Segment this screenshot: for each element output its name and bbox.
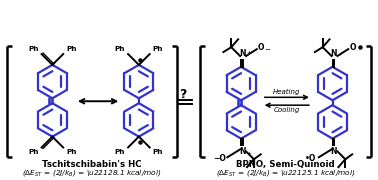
Text: Ph: Ph [115,149,125,155]
Text: BPNO, Semi-Quinoid: BPNO, Semi-Quinoid [236,160,335,169]
Text: O: O [349,43,356,52]
Text: N: N [330,49,337,58]
Text: Ph: Ph [28,149,39,155]
Text: Ph: Ph [115,46,125,52]
Text: Ph: Ph [66,46,77,52]
Text: N: N [239,147,245,156]
Text: Cooling: Cooling [274,107,300,113]
Text: ($\Delta$E$_\mathregular{ST}$ = (2J/$k_\mathregular{B}$) = \u22125.1 kcal/mol): ($\Delta$E$_\mathregular{ST}$ = (2J/$k_\… [215,168,355,178]
Text: N: N [330,147,337,156]
Text: Ph: Ph [66,149,77,155]
Text: +: + [246,151,251,156]
Text: •O: •O [305,154,316,163]
Text: Ph: Ph [28,46,39,52]
Text: Ph: Ph [153,149,163,155]
Text: −: − [265,47,271,53]
Text: ?: ? [180,88,187,101]
Text: −O: −O [214,154,226,163]
Text: Ph: Ph [153,46,163,52]
Text: ($\Delta$E$_\mathregular{ST}$ = (2J/$k_\mathregular{B}$) = \u22128.1 kcal/mol): ($\Delta$E$_\mathregular{ST}$ = (2J/$k_\… [22,168,162,178]
Text: +: + [246,50,251,55]
Text: O: O [258,43,264,52]
Text: Tschitschibabin's HC: Tschitschibabin's HC [42,160,142,169]
Text: Heating: Heating [273,89,301,95]
Text: N: N [239,49,245,58]
